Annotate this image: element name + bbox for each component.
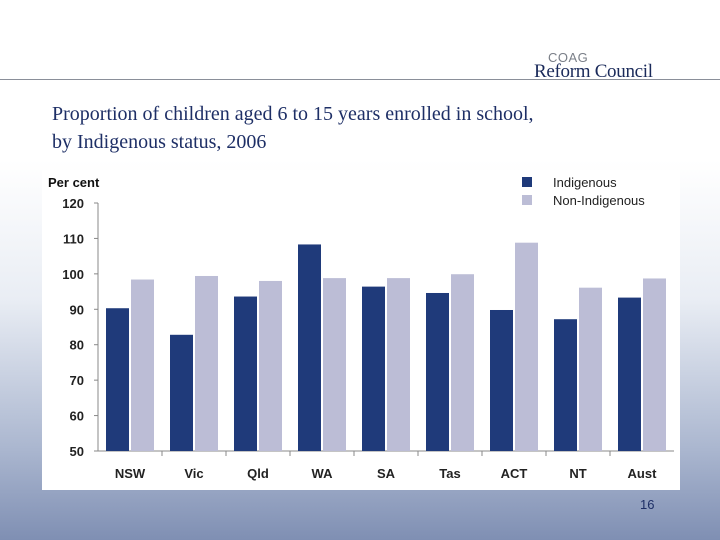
bar-non-indigenous-vic: [195, 275, 218, 451]
bar-non-indigenous-act: [515, 242, 538, 451]
chart-panel: Per cent 50 60 70 80 90 100 110 120 NSW Vic Qld WA SA…: [42, 170, 680, 490]
y-tick-label: 50: [70, 444, 84, 459]
bar-non-indigenous-sa: [387, 278, 410, 451]
bar-chart: Per cent 50 60 70 80 90 100 110 120 NSW Vic Qld WA SA…: [48, 175, 674, 481]
x-tick-label: Aust: [628, 466, 658, 481]
x-tick-label: SA: [377, 466, 396, 481]
y-tick-label: 80: [70, 338, 84, 353]
bar-non-indigenous-wa: [323, 278, 346, 451]
bar-non-indigenous-qld: [259, 280, 282, 451]
y-tick-label: 100: [62, 267, 84, 282]
slide-title-line2: by Indigenous status, 2006: [52, 131, 267, 153]
bar-indigenous-wa: [298, 244, 321, 451]
legend-swatch: [522, 177, 532, 187]
bar-indigenous-nsw: [106, 308, 129, 451]
bar-indigenous-qld: [234, 296, 257, 451]
x-tick-label: ACT: [501, 466, 528, 481]
legend-swatch: [522, 195, 532, 205]
bar-non-indigenous-nsw: [131, 279, 154, 451]
slide-title-line1: Proportion of children aged 6 to 15 year…: [52, 103, 534, 125]
x-tick-label: WA: [312, 466, 334, 481]
bar-indigenous-aust: [618, 297, 641, 451]
coag-logo: COAG Reform Council: [530, 50, 670, 82]
x-tick-label: Qld: [247, 466, 269, 481]
slide-title: Proportion of children aged 6 to 15 year…: [52, 100, 672, 156]
x-tick-label: NSW: [115, 466, 146, 481]
y-axis-label: Per cent: [48, 175, 100, 190]
bar-indigenous-nt: [554, 319, 577, 451]
x-tick-label: NT: [569, 466, 586, 481]
logo-line2: Reform Council: [534, 61, 653, 82]
bar-indigenous-vic: [170, 334, 193, 451]
y-tick-label: 70: [70, 373, 84, 388]
bar-indigenous-tas: [426, 292, 449, 451]
bar-non-indigenous-aust: [643, 278, 666, 451]
legend-label: Indigenous: [553, 175, 617, 190]
y-tick-label: 90: [70, 302, 84, 317]
bar-indigenous-sa: [362, 286, 385, 451]
y-tick-label: 110: [63, 231, 84, 246]
bar-non-indigenous-nt: [579, 287, 602, 451]
header-rule: [0, 79, 720, 80]
legend-label: Non-Indigenous: [553, 193, 645, 208]
page-number: 16: [640, 497, 655, 512]
x-tick-label: Vic: [184, 466, 203, 481]
y-tick-label: 120: [62, 196, 84, 211]
bar-indigenous-act: [490, 309, 513, 451]
logo-line1: COAG: [548, 50, 589, 65]
bar-non-indigenous-tas: [451, 274, 474, 451]
y-tick-label: 60: [70, 409, 84, 424]
x-tick-label: Tas: [439, 466, 460, 481]
